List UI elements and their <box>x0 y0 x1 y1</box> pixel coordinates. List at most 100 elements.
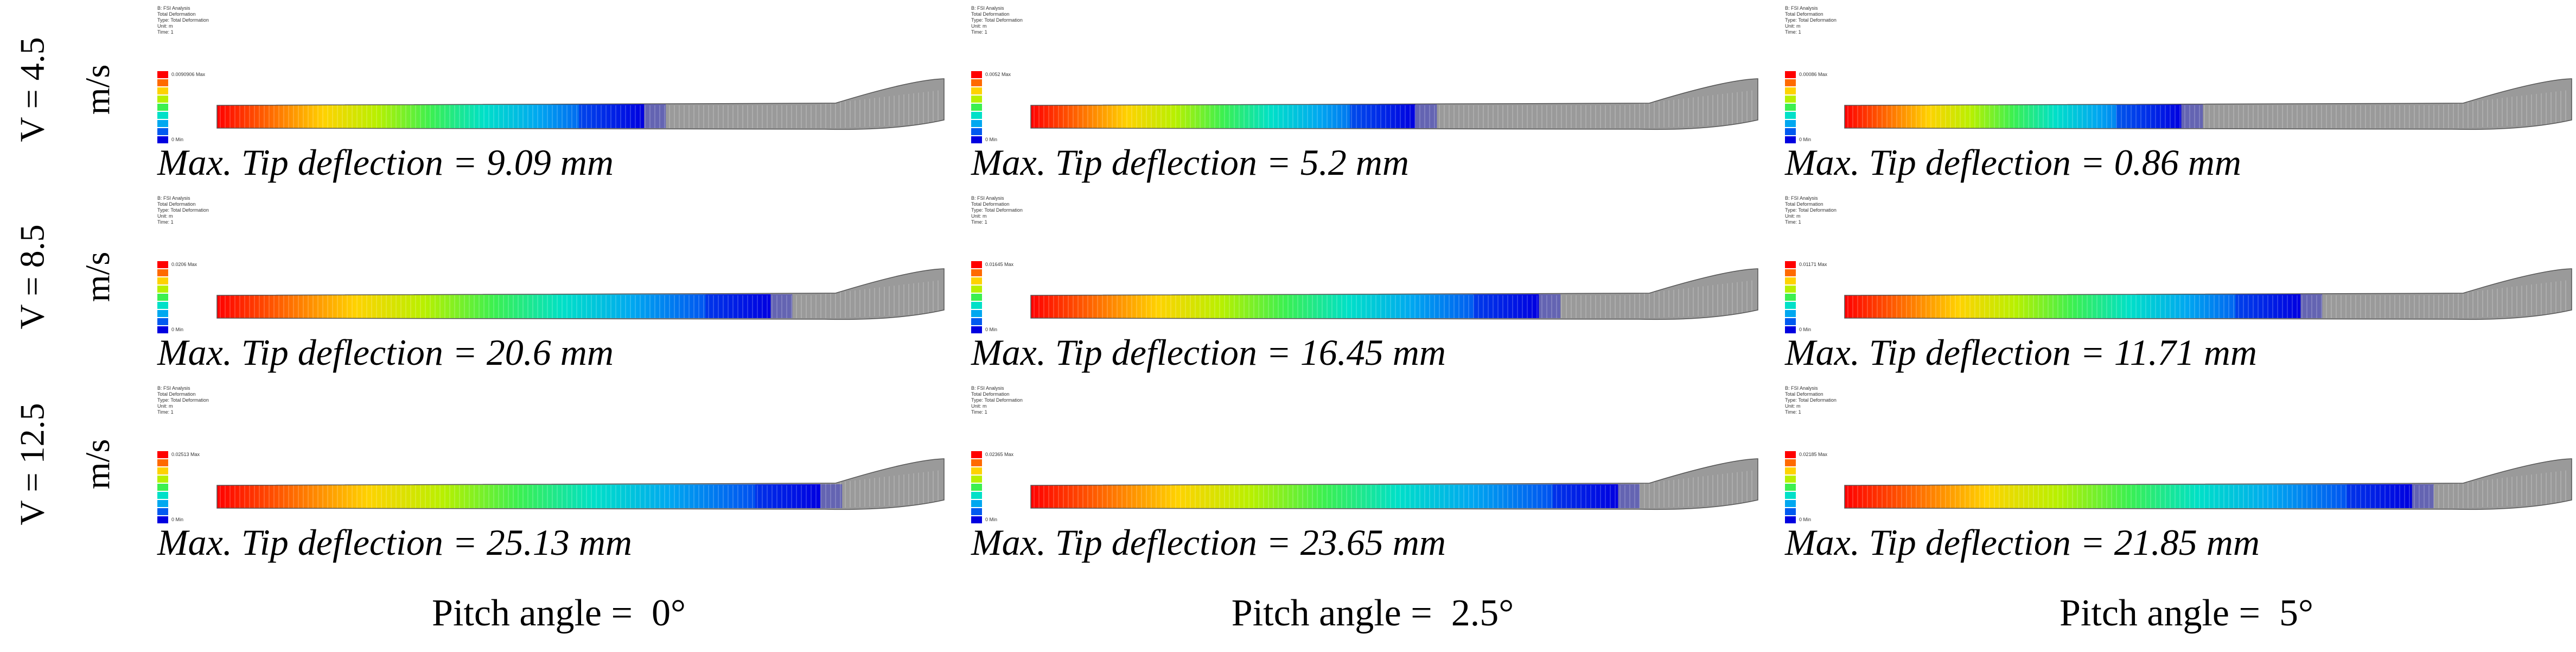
legend-swatch <box>157 318 168 325</box>
blade-outline <box>1030 458 1758 510</box>
tip-deflection-caption: Max. Tip deflection = 0.86 mm <box>1785 142 2242 183</box>
legend-swatch <box>157 451 168 458</box>
legend-swatch <box>971 112 982 119</box>
analysis-header: B: FSI Analysis Total Deformation Type: To… <box>1785 385 1837 415</box>
legend-swatch <box>1785 476 1796 483</box>
legend-swatch <box>1785 310 1796 317</box>
contour-legend: 0.01645 Max 0 Min <box>971 261 1020 334</box>
blade-outline <box>216 78 945 130</box>
legend-swatch <box>971 302 982 309</box>
fea-panel: B: FSI Analysis Total Deformation Type: To… <box>157 385 960 565</box>
legend-swatch <box>1785 136 1796 143</box>
blade-outline <box>1844 78 2572 130</box>
blade-outline <box>1844 268 2572 320</box>
mesh-lines <box>220 90 939 128</box>
mesh-lines <box>1034 90 1752 128</box>
fea-panel: B: FSI Analysis Total Deformation Type: To… <box>1785 195 2576 375</box>
contour-legend: 0.00086 Max 0 Min <box>1785 71 1834 144</box>
row-velocity-label: V = 12.5 <box>13 403 52 526</box>
blade-contour <box>1844 458 2572 510</box>
legend-swatch <box>971 96 982 103</box>
legend-swatch <box>1785 318 1796 325</box>
mesh-lines <box>1847 280 2566 318</box>
pitch-angle-label-2: Pitch angle = 5° <box>2059 592 2313 634</box>
contour-legend: 0.02365 Max 0 Min <box>971 451 1020 524</box>
legend-swatch <box>971 136 982 143</box>
row-label-0: V = 4.5 m/s <box>0 0 152 179</box>
analysis-header: B: FSI Analysis Total Deformation Type: To… <box>1785 195 1837 225</box>
legend-max-value: 0.00086 Max <box>1799 72 1828 77</box>
blade-contour <box>1844 78 2572 130</box>
legend-max-value: 0.0090906 Max <box>171 72 206 77</box>
legend-max-value: 0.02513 Max <box>171 452 200 457</box>
contour-mesh-transition <box>1474 294 1561 318</box>
blade-contour <box>216 268 945 320</box>
contour-mesh-transition <box>2347 484 2434 508</box>
blade-deformation-contour <box>1845 484 2412 508</box>
legend-swatch <box>1785 451 1796 458</box>
legend-swatch <box>1785 104 1796 111</box>
legend-swatch <box>971 294 982 301</box>
legend-min-value: 0 Min <box>171 137 184 142</box>
tip-deflection-caption: Max. Tip deflection = 25.13 mm <box>157 522 633 563</box>
legend-swatch <box>971 459 982 466</box>
blade-deformation-contour <box>1031 104 1415 128</box>
legend-swatch <box>971 87 982 94</box>
tip-deflection-caption: Max. Tip deflection = 9.09 mm <box>157 142 614 183</box>
legend-swatch <box>157 500 168 507</box>
mesh-lines <box>1034 280 1752 318</box>
tip-deflection-caption: Max. Tip deflection = 5.2 mm <box>971 142 1410 183</box>
legend-swatch <box>157 112 168 119</box>
legend-swatch <box>971 451 982 458</box>
contour-legend: 0.0052 Max 0 Min <box>971 71 1020 144</box>
tip-deflection-caption: Max. Tip deflection = 20.6 mm <box>157 332 614 373</box>
legend-min-value: 0 Min <box>985 327 998 332</box>
legend-swatch <box>1785 302 1796 309</box>
contour-legend: 0.0090906 Max 0 Min <box>157 71 206 144</box>
legend-swatch <box>1785 120 1796 127</box>
pitch-angle-label-1: Pitch angle = 2.5° <box>1231 592 1514 634</box>
row-velocity-unit: m/s <box>78 251 117 302</box>
legend-swatch <box>157 79 168 86</box>
legend-min-value: 0 Min <box>985 137 998 142</box>
legend-min-value: 0 Min <box>1799 517 1812 522</box>
legend-max-value: 0.0206 Max <box>171 262 197 267</box>
fea-panel: B: FSI Analysis Total Deformation Type: To… <box>971 5 1774 185</box>
legend-max-value: 0.01171 Max <box>1799 262 1827 267</box>
contour-mesh-transition <box>705 294 793 318</box>
legend-swatch <box>157 508 168 515</box>
blade-contour <box>1844 268 2572 320</box>
mesh-lines <box>1847 470 2566 508</box>
analysis-header: B: FSI Analysis Total Deformation Type: To… <box>157 385 209 415</box>
legend-swatch <box>1785 492 1796 499</box>
blade-outline <box>216 458 945 510</box>
legend-swatch <box>971 286 982 293</box>
legend-min-value: 0 Min <box>985 517 998 522</box>
legend-swatch <box>971 484 982 491</box>
legend-min-value: 0 Min <box>171 517 184 522</box>
legend-max-value: 0.01645 Max <box>985 262 1014 267</box>
legend-max-value: 0.02185 Max <box>1799 452 1828 457</box>
legend-swatch <box>971 79 982 86</box>
legend-swatch <box>157 136 168 143</box>
contour-legend: 0.01171 Max 0 Min <box>1785 261 1834 334</box>
legend-swatch <box>971 277 982 284</box>
row-label-2: V = 12.5 m/s <box>0 375 152 554</box>
blade-contour <box>1030 78 1758 130</box>
legend-swatch <box>971 326 982 333</box>
legend-swatch <box>157 492 168 499</box>
legend-swatch <box>1785 294 1796 301</box>
analysis-header: B: FSI Analysis Total Deformation Type: To… <box>1785 5 1837 35</box>
legend-swatch <box>971 104 982 111</box>
fea-panel: B: FSI Analysis Total Deformation Type: To… <box>971 385 1774 565</box>
blade-deformation-contour <box>1031 484 1618 508</box>
legend-swatch <box>1785 286 1796 293</box>
legend-swatch <box>157 484 168 491</box>
row-velocity-label: V = 8.5 <box>13 224 52 330</box>
contour-mesh-transition <box>2116 104 2203 128</box>
legend-swatch <box>1785 79 1796 86</box>
legend-swatch <box>157 269 168 276</box>
legend-swatch <box>1785 269 1796 276</box>
analysis-header: B: FSI Analysis Total Deformation Type: To… <box>157 5 209 35</box>
contour-mesh-transition <box>579 104 666 128</box>
